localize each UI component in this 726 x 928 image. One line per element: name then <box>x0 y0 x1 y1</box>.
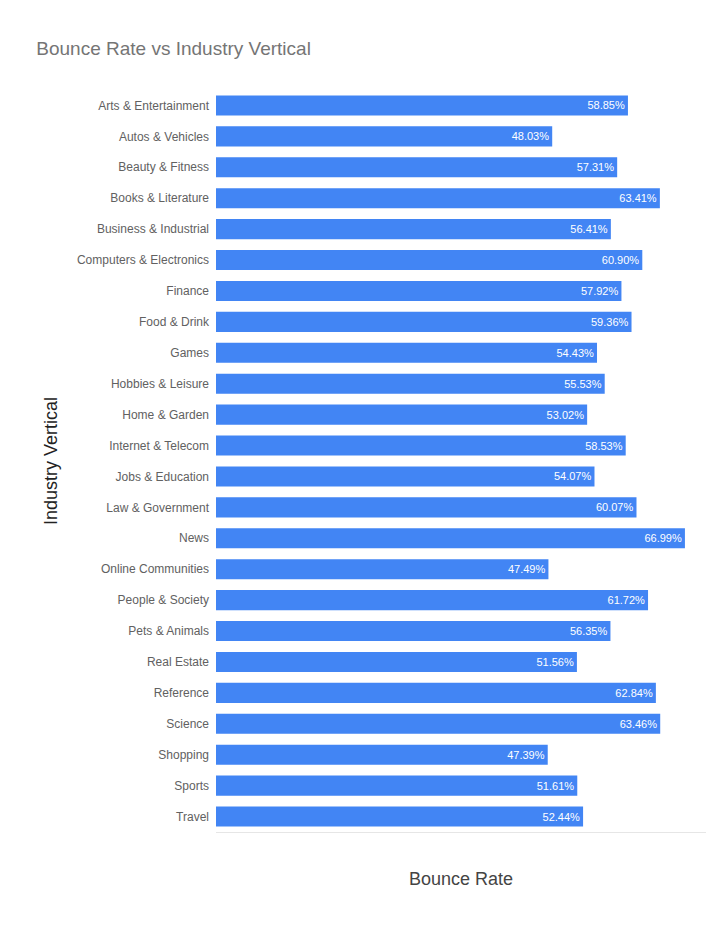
svg-text:51.61%: 51.61% <box>537 780 575 792</box>
svg-text:Real Estate: Real Estate <box>147 655 209 669</box>
svg-text:Industry Vertical: Industry Vertical <box>41 397 61 525</box>
svg-text:Hobbies & Leisure: Hobbies & Leisure <box>111 377 209 391</box>
svg-text:66.99%: 66.99% <box>644 532 682 544</box>
svg-text:58.85%: 58.85% <box>587 99 625 111</box>
svg-text:Shopping: Shopping <box>158 748 209 762</box>
svg-text:Internet & Telecom: Internet & Telecom <box>109 439 209 453</box>
svg-text:63.41%: 63.41% <box>619 192 657 204</box>
svg-text:47.49%: 47.49% <box>508 563 546 575</box>
svg-text:Bounce Rate: Bounce Rate <box>409 869 513 889</box>
svg-text:Arts & Entertainment: Arts & Entertainment <box>98 99 209 113</box>
svg-text:48.03%: 48.03% <box>512 130 550 142</box>
svg-text:Reference: Reference <box>154 686 210 700</box>
svg-text:56.41%: 56.41% <box>570 223 608 235</box>
svg-text:Pets & Animals: Pets & Animals <box>128 624 209 638</box>
svg-text:57.31%: 57.31% <box>577 161 615 173</box>
svg-text:Business & Industrial: Business & Industrial <box>97 222 209 236</box>
svg-text:54.07%: 54.07% <box>554 470 592 482</box>
svg-text:Home & Garden: Home & Garden <box>122 408 209 422</box>
svg-text:62.84%: 62.84% <box>615 687 653 699</box>
svg-text:Jobs & Education: Jobs & Education <box>116 470 209 484</box>
svg-text:52.44%: 52.44% <box>543 811 581 823</box>
svg-text:47.39%: 47.39% <box>507 749 545 761</box>
svg-text:Travel: Travel <box>176 810 209 824</box>
svg-text:Games: Games <box>170 346 209 360</box>
svg-text:People & Society: People & Society <box>118 593 209 607</box>
svg-text:Beauty & Fitness: Beauty & Fitness <box>118 160 209 174</box>
svg-text:55.53%: 55.53% <box>564 378 602 390</box>
svg-text:53.02%: 53.02% <box>547 409 585 421</box>
svg-text:News: News <box>179 531 209 545</box>
svg-text:59.36%: 59.36% <box>591 316 629 328</box>
svg-text:54.43%: 54.43% <box>556 347 594 359</box>
svg-text:Bounce Rate vs Industry Vertic: Bounce Rate vs Industry Vertical <box>36 38 311 59</box>
svg-text:63.46%: 63.46% <box>620 718 658 730</box>
svg-text:58.53%: 58.53% <box>585 440 623 452</box>
svg-text:Finance: Finance <box>166 284 209 298</box>
svg-text:Autos & Vehicles: Autos & Vehicles <box>119 130 209 144</box>
svg-text:56.35%: 56.35% <box>570 625 608 637</box>
svg-text:Computers & Electronics: Computers & Electronics <box>77 253 209 267</box>
svg-text:Science: Science <box>166 717 209 731</box>
svg-text:Food & Drink: Food & Drink <box>139 315 210 329</box>
svg-text:61.72%: 61.72% <box>608 594 646 606</box>
svg-text:60.90%: 60.90% <box>602 254 640 266</box>
svg-text:Law & Government: Law & Government <box>106 501 209 515</box>
svg-text:60.07%: 60.07% <box>596 501 634 513</box>
svg-text:51.56%: 51.56% <box>536 656 574 668</box>
svg-text:Books & Literature: Books & Literature <box>110 191 209 205</box>
svg-text:Online Communities: Online Communities <box>101 562 209 576</box>
svg-text:57.92%: 57.92% <box>581 285 619 297</box>
svg-text:Sports: Sports <box>174 779 209 793</box>
